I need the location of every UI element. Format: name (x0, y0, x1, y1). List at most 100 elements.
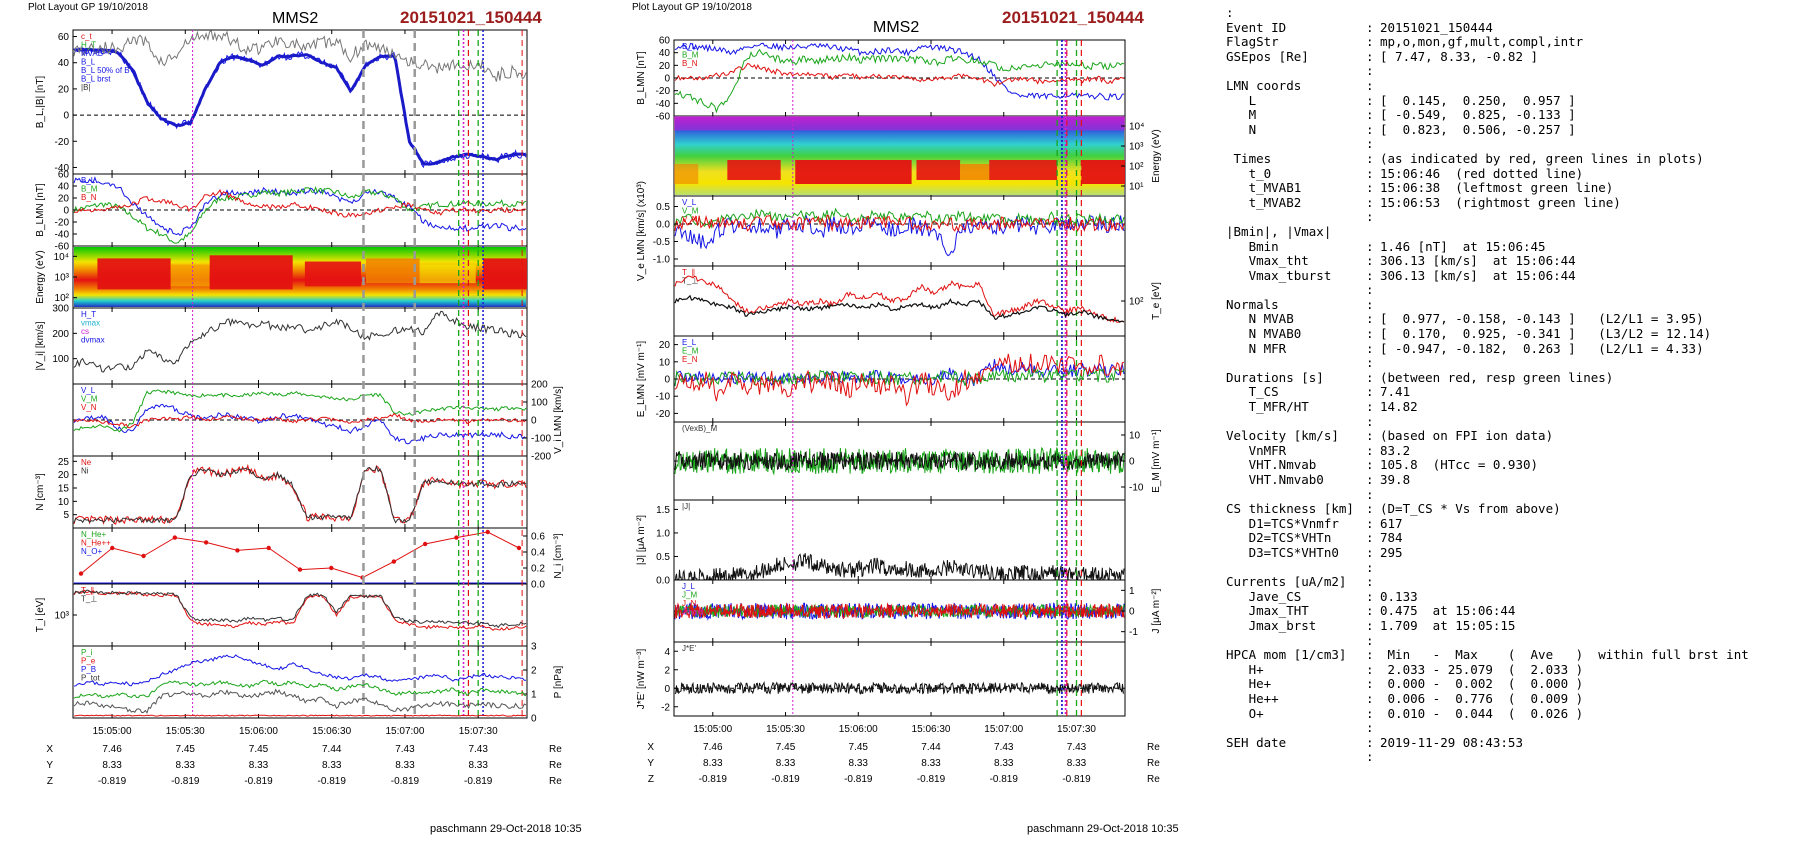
data-point (391, 559, 397, 564)
y-tick-label: 1.5 (656, 505, 670, 516)
info-key (1226, 721, 1366, 736)
legend-entry: V_N (682, 215, 698, 224)
info-row: He++: 0.006 - 0.776 ( 0.009 ) (1226, 690, 1796, 707)
info-colon: : (1366, 647, 1374, 663)
info-value: (D=T_CS * Vs from above) (1380, 501, 1561, 517)
info-value: 295 (1380, 544, 1403, 560)
y-axis-label: E_LMN [mV m⁻¹] (636, 341, 647, 418)
series-line (674, 48, 1125, 114)
y-axis-label: Energy (eV) (1151, 129, 1162, 182)
series-line (674, 294, 1125, 323)
legend-entry: T_⊥ (682, 277, 698, 286)
info-value: 617 (1380, 515, 1403, 531)
info-colon: : (1366, 150, 1374, 166)
y-axis-label: V_i LMN [km/s] (553, 386, 564, 454)
info-key: L (1226, 92, 1257, 108)
info-colon: : (1366, 296, 1374, 312)
y-axis-label: B_L,|B| [nT] (35, 76, 46, 129)
time-tick-label: 15:06:30 (312, 726, 351, 737)
info-row: : (1226, 487, 1796, 503)
spectrogram-patch (727, 160, 781, 180)
info-key: LMN coords (1226, 77, 1302, 93)
series-line (73, 589, 527, 629)
y-tick-label: 3 (531, 642, 537, 653)
info-key (1226, 634, 1366, 649)
orbit-value: 8.33 (176, 760, 196, 771)
info-row: : (1226, 633, 1796, 649)
y-axis-label: P [nPa] (553, 665, 564, 698)
info-colon: : (1366, 48, 1374, 64)
y-tick-label: -2 (661, 702, 670, 713)
y-tick-label: 0.4 (531, 548, 545, 559)
legend-entry: J_L (682, 582, 695, 591)
info-row: VHT.Nmvab0:39.8 (1226, 472, 1796, 488)
info-value: 39.8 (1380, 472, 1411, 487)
info-row: Currents [uA/m2]: (1226, 575, 1796, 590)
y-tick-label: 40 (58, 58, 70, 69)
orbit-value: 7.45 (249, 744, 269, 755)
info-colon: : (1366, 530, 1374, 546)
data-point (203, 540, 209, 545)
info-value: 0.006 - 0.776 ( 0.009 ) (1380, 690, 1584, 706)
legend-entry: Ni (81, 467, 89, 476)
legend-entry: N_He++ (81, 539, 111, 548)
series-line (674, 450, 1125, 472)
y-axis-label: T_e [eV] (1151, 282, 1162, 320)
info-row: Normals: (1226, 296, 1796, 313)
info-key: Currents [uA/m2] (1226, 574, 1347, 590)
info-colon: : (1366, 442, 1374, 458)
y-axis-label: |J| [μA m⁻²] (636, 515, 647, 565)
info-colon: : (1366, 617, 1374, 633)
series-line (73, 186, 527, 244)
info-row: M: [ -0.549, 0.825, -0.133 ] (1226, 108, 1796, 123)
legend-entry: Jmaxt (682, 608, 704, 617)
legend-entry: V_M (81, 395, 98, 404)
info-key (1226, 210, 1366, 225)
right-event-id: 20151021_150444 (1002, 8, 1144, 27)
info-row: t_MVAB1:15:06:38 (leftmost green line) (1226, 181, 1796, 196)
info-value: 105.8 (HTcc = 0.930) (1380, 457, 1539, 473)
legend-entry: V_L (682, 198, 697, 207)
series-line (674, 553, 1125, 587)
info-row: N MVAB0: [ 0.170, 0.925, -0.341 ] (L3/L2 … (1226, 326, 1796, 342)
orbit-unit: Re (549, 760, 562, 771)
info-colon: : (1366, 588, 1374, 604)
info-colon: : (1366, 399, 1374, 415)
legend-entry: P_i (81, 648, 93, 657)
info-colon: : (1366, 180, 1374, 196)
orbit-row-label: Z (47, 776, 53, 787)
info-key: Event ID (1226, 19, 1287, 35)
data-point (266, 545, 271, 551)
orbit-value: 7.45 (849, 742, 869, 753)
info-row: FlagStr: mp,o,mon,gf,mult,compl,intr (1226, 35, 1796, 50)
info-value: 7.41 (1380, 384, 1411, 400)
y-axis-label: Energy (eV) (35, 250, 46, 303)
info-colon: : (1366, 77, 1374, 93)
info-key: GSEpos [Re] (1226, 48, 1309, 64)
info-row: : (1226, 210, 1796, 225)
y-tick-label: 1 (1129, 586, 1135, 597)
y-axis-label: J [μA m⁻²] (1151, 588, 1162, 633)
info-colon: : (1366, 705, 1374, 721)
y-tick-label: 100 (52, 354, 69, 365)
info-colon: : (1366, 340, 1374, 356)
y-tick-label: -60 (55, 242, 70, 253)
info-key: N MVAB (1226, 311, 1294, 327)
info-value: (based on FPI ion data) (1380, 428, 1554, 444)
y-tick-label: -20 (55, 218, 70, 229)
y-tick-label: 0.0 (656, 220, 670, 231)
info-colon: : (1366, 19, 1374, 35)
info-row: t_0:15:06:46 (red dotted line) (1226, 165, 1796, 182)
series-line (73, 176, 527, 236)
info-key: t_0 (1226, 165, 1272, 181)
info-colon: : (1366, 282, 1374, 298)
y-tick-label: 0 (664, 375, 670, 386)
data-point (485, 529, 490, 535)
info-colon: : (1366, 720, 1374, 736)
info-key: Jmax_brst (1226, 617, 1317, 633)
spectrogram-patch (989, 160, 1058, 180)
left-footer: paschmann 29-Oct-2018 10:35 (430, 823, 582, 835)
legend-entry: P_B (81, 665, 96, 674)
info-key: Times (1226, 150, 1272, 166)
info-colon: : (1366, 690, 1374, 706)
